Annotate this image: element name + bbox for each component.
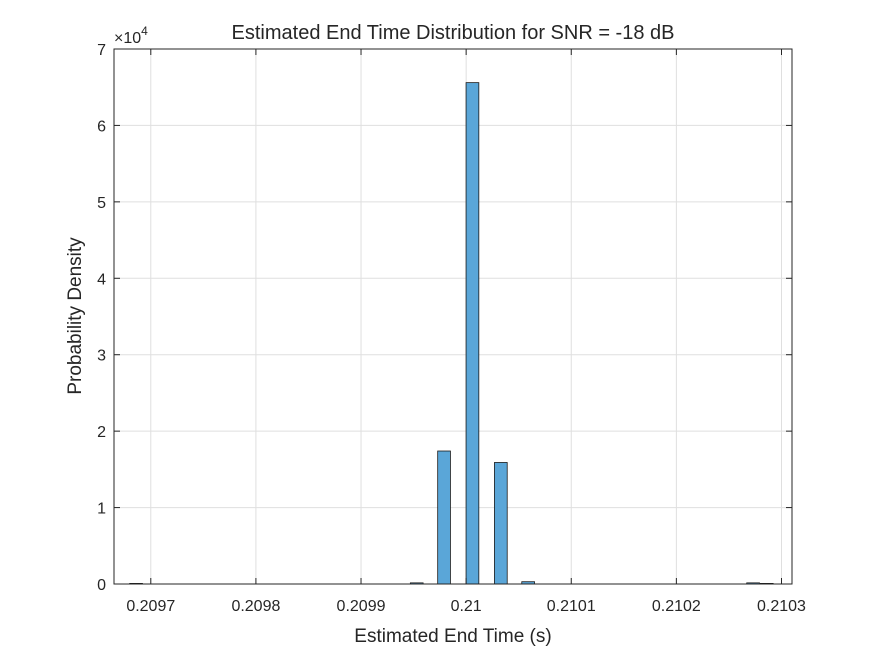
bars	[129, 82, 774, 585]
y-tick-label: 3	[97, 348, 106, 365]
y-exponent-base: ×10	[114, 30, 141, 47]
x-tick-label: 0.2103	[757, 598, 806, 615]
y-exponent-label: ×104	[114, 24, 148, 47]
y-tick-label: 0	[97, 577, 106, 594]
histogram-bar	[494, 462, 508, 585]
y-axis-label: Probability Density	[65, 237, 86, 395]
axes	[113, 48, 793, 585]
x-tick-label: 0.2101	[547, 598, 596, 615]
y-tick-label: 1	[97, 501, 106, 518]
histogram-bar	[465, 82, 480, 585]
y-tick-label: 2	[97, 424, 106, 441]
y-exponent-power: 4	[141, 24, 148, 38]
grid-lines	[114, 48, 792, 585]
y-tick-label: 6	[97, 118, 106, 135]
y-tick-label: 7	[97, 42, 106, 59]
x-tick-label: 0.2102	[652, 598, 701, 615]
x-tick-label: 0.2098	[231, 598, 280, 615]
plot-area	[114, 49, 792, 584]
x-tick-label: 0.2097	[126, 598, 175, 615]
axes-box	[113, 48, 793, 585]
histogram-bar	[437, 450, 451, 585]
x-axis-label: Estimated End Time (s)	[354, 626, 551, 647]
y-tick-label: 4	[97, 271, 106, 288]
y-tick-label: 5	[97, 195, 106, 212]
tick-labels: 0.2097 0.2098 0.2099 0.21 0.2101 0.2102 0.2103…	[97, 42, 806, 615]
x-tick-label: 0.21	[451, 598, 482, 615]
chart-title: Estimated End Time Distribution for SNR …	[232, 22, 675, 44]
x-tick-label: 0.2099	[337, 598, 386, 615]
